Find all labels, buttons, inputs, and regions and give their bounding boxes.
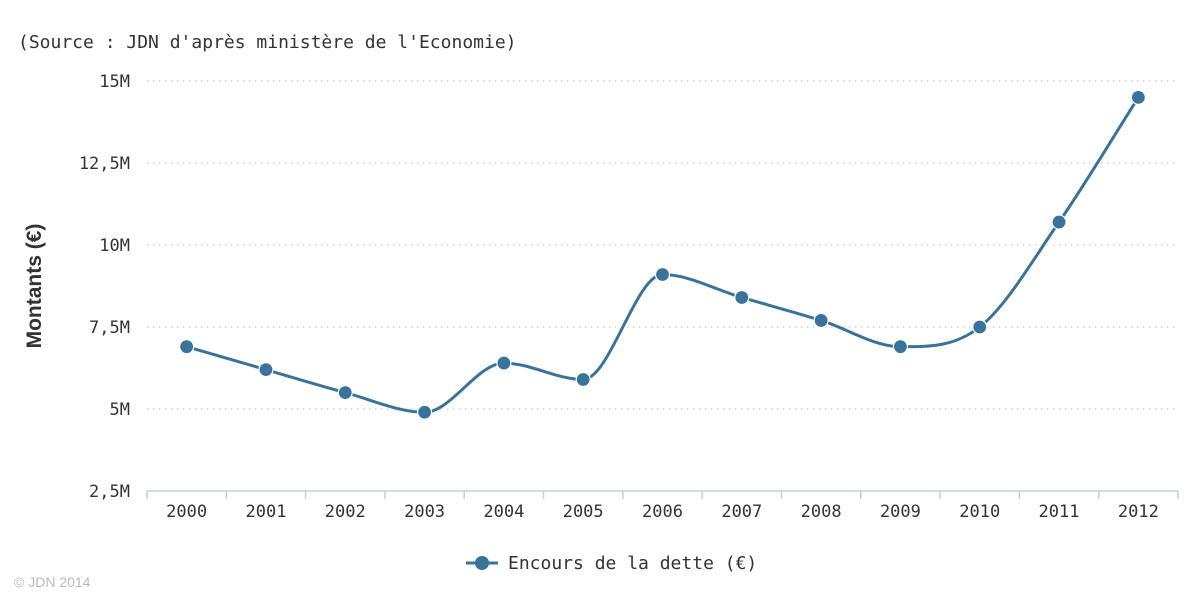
x-tick-label: 2009 bbox=[880, 502, 921, 522]
series-layer bbox=[179, 89, 1146, 420]
x-tick-label: 2008 bbox=[801, 502, 842, 522]
x-tick-label: 2010 bbox=[959, 502, 1000, 522]
x-tick-label: 2007 bbox=[721, 502, 762, 522]
data-point[interactable] bbox=[416, 404, 433, 420]
data-point[interactable] bbox=[813, 312, 829, 329]
data-point[interactable] bbox=[337, 385, 353, 401]
x-tick-label: 2006 bbox=[642, 502, 683, 522]
legend-label: Encours de la dette (€) bbox=[508, 553, 757, 574]
x-tick-label: 2002 bbox=[325, 502, 366, 522]
y-tick-label: 2,5M bbox=[89, 482, 130, 502]
data-point[interactable] bbox=[654, 266, 671, 283]
x-tick-label: 2005 bbox=[563, 502, 604, 522]
data-point[interactable] bbox=[734, 289, 750, 306]
x-tick-label: 2001 bbox=[245, 502, 286, 522]
y-tick-label: 7,5M bbox=[89, 318, 130, 338]
y-axis-label: Montants (€) bbox=[23, 224, 46, 349]
y-tick-label: 12,5M bbox=[79, 154, 130, 174]
y-tick-label: 5M bbox=[110, 400, 130, 420]
source-note: (Source : JDN d'après ministère de l'Eco… bbox=[18, 32, 517, 53]
x-tick-label: 2012 bbox=[1118, 502, 1159, 522]
y-tick-label: 15M bbox=[99, 72, 130, 92]
legend[interactable]: Encours de la dette (€) bbox=[466, 553, 757, 574]
legend-point-marker bbox=[475, 556, 489, 570]
data-point[interactable] bbox=[496, 355, 512, 371]
data-point[interactable] bbox=[892, 339, 909, 355]
x-tick-label: 2011 bbox=[1039, 502, 1080, 522]
series-line bbox=[185, 95, 1140, 414]
gridlines bbox=[147, 80, 1178, 410]
credit-text: © JDN 2014 bbox=[14, 574, 91, 590]
x-tick-label: 2003 bbox=[404, 502, 445, 522]
x-tick-label: 2004 bbox=[483, 502, 524, 522]
x-tick-label: 2000 bbox=[166, 502, 207, 522]
data-point[interactable] bbox=[972, 319, 988, 335]
data-point[interactable] bbox=[258, 362, 274, 378]
y-tick-label: 10M bbox=[99, 236, 130, 256]
data-point[interactable] bbox=[575, 371, 591, 388]
y-axis-ticks: 2,5M 5M 7,5M 10M 12,5M 15M bbox=[79, 72, 130, 502]
x-axis-ticks: 2000 2001 2002 2003 2004 2005 2006 2007 2008 2009… bbox=[146, 491, 1179, 522]
data-point[interactable] bbox=[179, 339, 195, 355]
data-point[interactable] bbox=[1130, 89, 1146, 106]
data-point[interactable] bbox=[1051, 214, 1067, 230]
